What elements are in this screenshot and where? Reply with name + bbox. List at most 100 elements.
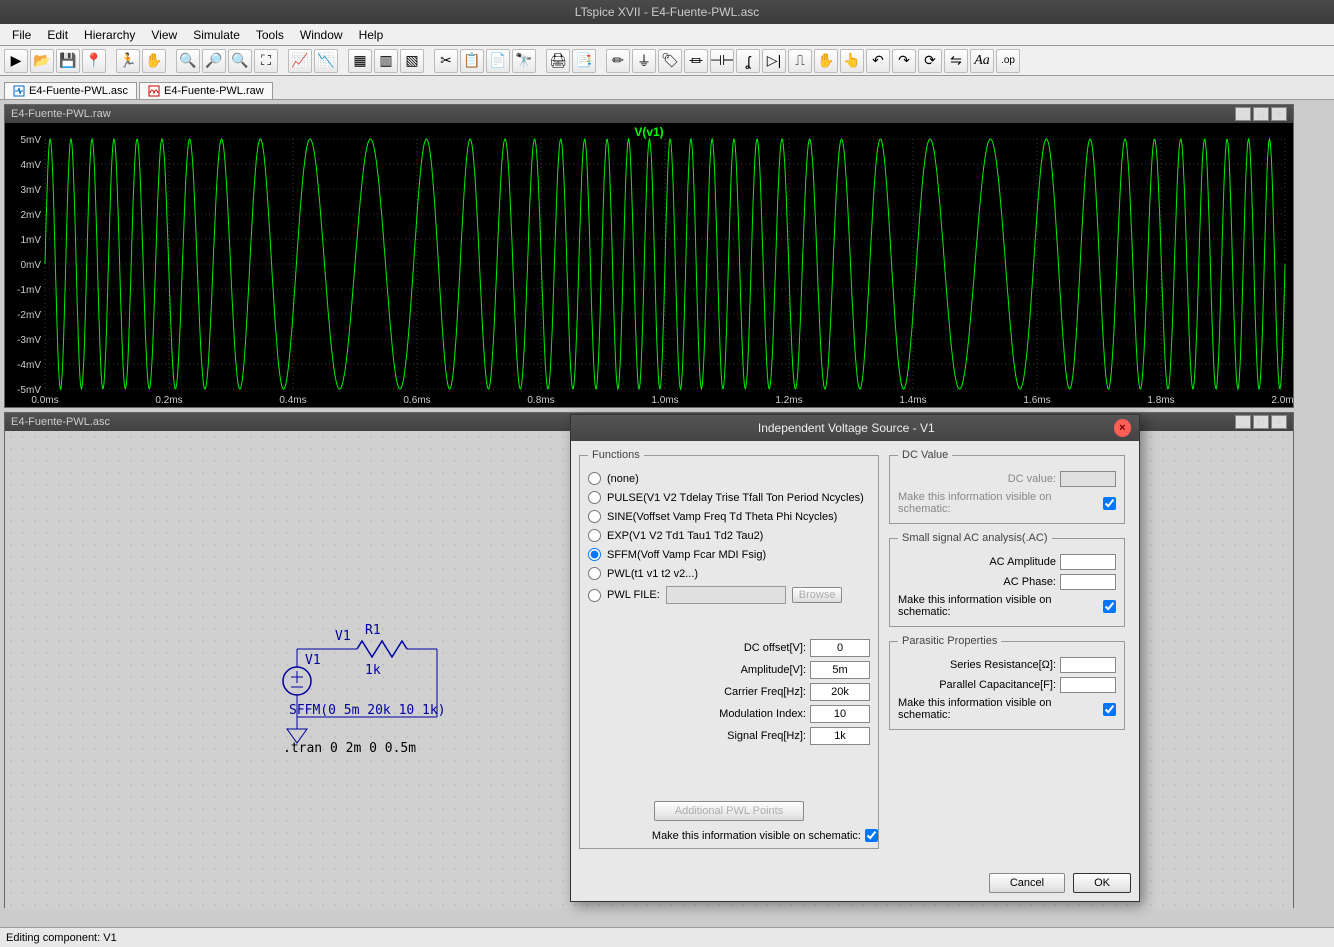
copy-icon[interactable]: 📋 (460, 49, 484, 73)
r1-val-label[interactable]: 1k (365, 663, 381, 678)
ac-phase-input[interactable] (1060, 574, 1116, 590)
ok-button[interactable]: OK (1073, 873, 1131, 893)
run2-icon[interactable]: 🏃 (116, 49, 140, 73)
drag-icon[interactable]: 👆 (840, 49, 864, 73)
radio-func-0[interactable] (588, 472, 601, 485)
print2-icon[interactable]: 📑 (572, 49, 596, 73)
comp-icon[interactable]: ⎍ (788, 49, 812, 73)
param-input-2[interactable] (810, 683, 870, 701)
visible-check-ac[interactable] (1103, 600, 1116, 613)
tab-schematic[interactable]: E4-Fuente-PWL.asc (4, 82, 137, 99)
pwlfile-input[interactable] (666, 586, 786, 604)
parallel-c-input[interactable] (1060, 677, 1116, 693)
res-icon[interactable]: ⏛ (684, 49, 708, 73)
radio-func-2[interactable] (588, 510, 601, 523)
spice-directive[interactable]: .tran 0 2m 0 0.5m (283, 741, 416, 756)
radio-func-3[interactable] (588, 529, 601, 542)
ac-amp-input[interactable] (1060, 554, 1116, 570)
close-icon[interactable]: × (1271, 415, 1287, 429)
svg-text:-4mV: -4mV (17, 360, 41, 371)
menu-view[interactable]: View (143, 26, 185, 44)
zoom-in-icon[interactable]: 🔍 (176, 49, 200, 73)
dialog-titlebar[interactable]: Independent Voltage Source - V1 × (571, 415, 1139, 441)
cancel-button[interactable]: Cancel (989, 873, 1065, 893)
print-icon[interactable]: 🖨 (546, 49, 570, 73)
menu-file[interactable]: File (4, 26, 39, 44)
waveform-plot[interactable]: V(v1) -5mV-4mV-3mV-2mV-1mV0mV1mV2mV3mV4m… (5, 123, 1293, 407)
label-icon[interactable]: 🏷 (658, 49, 682, 73)
param-input-0[interactable] (810, 639, 870, 657)
tab-waveform[interactable]: E4-Fuente-PWL.raw (139, 82, 273, 99)
text-icon[interactable]: Aa (970, 49, 994, 73)
toolbar: ▶ 📂 💾 📍 🏃 ✋ 🔍 🔎 🔍 ⛶ 📈 📉 ▦ ▥ ▧ ✂ 📋 📄 🔭 🖨 … (0, 46, 1334, 76)
series-r-input[interactable] (1060, 657, 1116, 673)
tile-v-icon[interactable]: ▥ (374, 49, 398, 73)
menu-tools[interactable]: Tools (248, 26, 292, 44)
svg-text:2.0ms: 2.0ms (1271, 395, 1293, 406)
radio-func-4[interactable] (588, 548, 601, 561)
open-icon[interactable]: 📂 (30, 49, 54, 73)
minimize-icon[interactable]: _ (1235, 415, 1251, 429)
move-icon[interactable]: ✋ (814, 49, 838, 73)
cap-icon[interactable]: ⊣⊢ (710, 49, 734, 73)
maximize-icon[interactable]: □ (1253, 415, 1269, 429)
svg-text:0.4ms: 0.4ms (279, 395, 306, 406)
zoom-fit-icon[interactable]: ⛶ (254, 49, 278, 73)
chart2-icon[interactable]: 📉 (314, 49, 338, 73)
v1-net-label[interactable]: V1 (335, 629, 351, 644)
menu-simulate[interactable]: Simulate (185, 26, 248, 44)
maximize-icon[interactable]: □ (1253, 107, 1269, 121)
close-icon[interactable]: × (1271, 107, 1287, 121)
radio-func-5[interactable] (588, 567, 601, 580)
cut-icon[interactable]: ✂ (434, 49, 458, 73)
dialog-close-icon[interactable]: × (1114, 419, 1131, 437)
ind-icon[interactable]: ʆ (736, 49, 760, 73)
redo-icon[interactable]: ↷ (892, 49, 916, 73)
radio-pwlfile[interactable] (588, 589, 601, 602)
svg-text:0.0ms: 0.0ms (31, 395, 58, 406)
svg-text:0.8ms: 0.8ms (527, 395, 554, 406)
wire-icon[interactable]: ✏ (606, 49, 630, 73)
param-input-3[interactable] (810, 705, 870, 723)
visible-check-func[interactable] (865, 829, 878, 842)
dc-value-input[interactable] (1060, 471, 1116, 487)
param-label: Carrier Freq[Hz]: (724, 686, 806, 698)
diode-icon[interactable]: ▷| (762, 49, 786, 73)
cascade-icon[interactable]: ▧ (400, 49, 424, 73)
menu-help[interactable]: Help (351, 26, 392, 44)
param-input-1[interactable] (810, 661, 870, 679)
mirror-icon[interactable]: ⇋ (944, 49, 968, 73)
pin-icon[interactable]: 📍 (82, 49, 106, 73)
paste-icon[interactable]: 📄 (486, 49, 510, 73)
addl-pwl-button[interactable]: Additional PWL Points (654, 801, 804, 821)
op-icon[interactable]: .op (996, 49, 1020, 73)
save-icon[interactable]: 💾 (56, 49, 80, 73)
menu-window[interactable]: Window (292, 26, 351, 44)
visible-check-dc[interactable] (1103, 497, 1116, 510)
zoom-out-icon[interactable]: 🔍 (228, 49, 252, 73)
radio-func-1[interactable] (588, 491, 601, 504)
browse-button[interactable]: Browse (792, 587, 843, 603)
menu-hierarchy[interactable]: Hierarchy (76, 26, 143, 44)
param-input-4[interactable] (810, 727, 870, 745)
gnd-icon[interactable]: ⏚ (632, 49, 656, 73)
chart-icon[interactable]: 📈 (288, 49, 312, 73)
minimize-icon[interactable]: _ (1235, 107, 1251, 121)
stop-icon[interactable]: ✋ (142, 49, 166, 73)
visible-check-para[interactable] (1103, 703, 1116, 716)
func-label: EXP(V1 V2 Td1 Tau1 Td2 Tau2) (607, 530, 763, 542)
run-icon[interactable]: ▶ (4, 49, 28, 73)
zoom-pan-icon[interactable]: 🔎 (202, 49, 226, 73)
tile-h-icon[interactable]: ▦ (348, 49, 372, 73)
dialog-title: Independent Voltage Source - V1 (579, 421, 1114, 435)
src-value-label[interactable]: SFFM(0 5m 20k 10 1k) (289, 703, 446, 718)
find-icon[interactable]: 🔭 (512, 49, 536, 73)
waveform-titlebar[interactable]: E4-Fuente-PWL.raw _ □ × (5, 105, 1293, 123)
visible-check-label-dc: Make this information visible on schemat… (898, 491, 1099, 515)
menu-edit[interactable]: Edit (39, 26, 76, 44)
tab-label: E4-Fuente-PWL.raw (164, 85, 264, 97)
r1-name-label[interactable]: R1 (365, 623, 381, 638)
v1-name-label[interactable]: V1 (305, 653, 321, 668)
rotate-icon[interactable]: ⟳ (918, 49, 942, 73)
undo-icon[interactable]: ↶ (866, 49, 890, 73)
